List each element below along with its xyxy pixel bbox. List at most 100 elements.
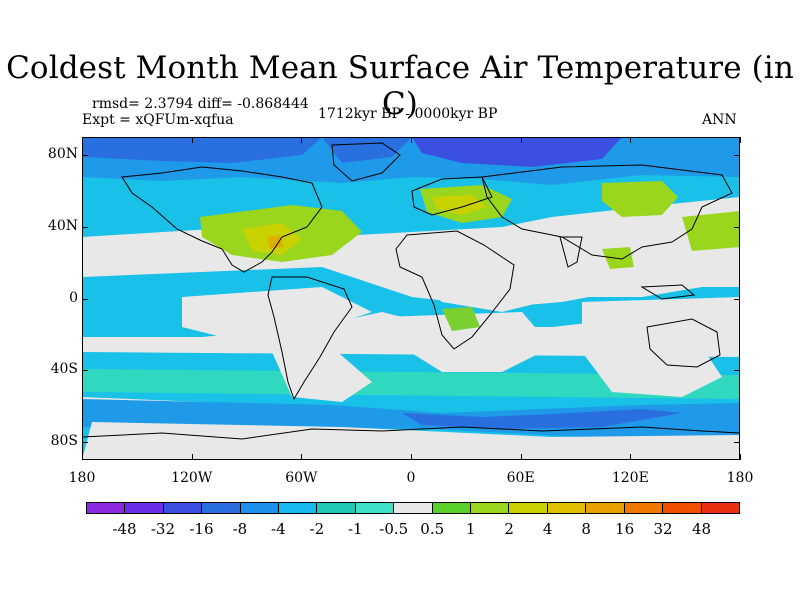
temperature-map — [82, 137, 740, 460]
anomaly-region — [682, 211, 740, 251]
colorbar-swatch — [240, 503, 280, 513]
season-text: ANN — [702, 112, 737, 128]
colorbar-swatch — [355, 503, 395, 513]
anomaly-region — [267, 235, 284, 249]
lon-label: 120E — [611, 470, 649, 486]
coastline — [121, 166, 323, 273]
lat-tick — [82, 442, 88, 444]
colorbar-label: 16 — [615, 520, 635, 538]
lon-tick — [411, 454, 412, 460]
colorbar-swatch — [701, 503, 739, 513]
lon-tick — [191, 454, 193, 460]
colorbar-label: -1 — [347, 520, 363, 538]
colorbar-label: 32 — [653, 520, 673, 538]
anomaly-region — [82, 422, 740, 460]
anomaly-region — [82, 369, 740, 399]
coastline — [395, 230, 515, 350]
lon-tick — [191, 137, 193, 143]
colorbar-label: -0.5 — [379, 520, 409, 538]
lat-label: 40N — [47, 217, 78, 234]
colorbar-swatch — [586, 503, 625, 513]
colorbar-label: -2 — [309, 520, 325, 538]
coastline — [646, 318, 721, 368]
lat-tick — [82, 154, 88, 156]
lat-tick — [82, 226, 88, 228]
lat-label: 40S — [50, 361, 78, 378]
lon-label: 60E — [506, 470, 535, 486]
lat-tick — [734, 442, 740, 444]
coastline — [267, 276, 353, 401]
lon-tick — [520, 454, 522, 460]
colorbar-label: -16 — [189, 520, 214, 538]
colorbar-label: 1 — [465, 520, 476, 538]
lon-tick — [630, 454, 632, 460]
anomaly-region — [82, 229, 232, 272]
lon-label: 60W — [285, 470, 318, 486]
colorbar-label: 8 — [581, 520, 591, 538]
anomaly-region — [272, 347, 372, 402]
colorbar-label: -8 — [232, 520, 248, 538]
anomaly-region — [402, 409, 682, 429]
colorbar-swatch — [87, 503, 126, 513]
stats-text: rmsd= 2.3794 diff= -0.868444 — [92, 96, 309, 112]
anomaly-region — [322, 137, 412, 163]
map-title: Coldest Month Mean Surface Air Temperatu… — [6, 50, 794, 122]
coastline — [559, 236, 583, 268]
period-text: 1712kyr BP - 0000kyr BP — [318, 106, 498, 122]
colorbar-label: -4 — [271, 520, 286, 538]
lon-label: 0 — [406, 470, 416, 486]
lon-tick — [82, 454, 83, 460]
coastline — [82, 426, 740, 440]
colorbar-swatch — [202, 503, 241, 513]
coastline — [411, 176, 493, 216]
colorbar-label: 2 — [504, 520, 514, 538]
anomaly-region — [182, 287, 372, 337]
lat-tick — [734, 226, 740, 228]
lon-label: 120W — [171, 470, 213, 486]
colorbar — [86, 502, 740, 514]
anomaly-region — [582, 347, 722, 397]
colorbar-swatch — [163, 503, 203, 513]
coastline — [481, 164, 733, 260]
lat-tick — [734, 370, 740, 372]
colorbar-swatch — [279, 503, 318, 513]
lat-label: 0 — [69, 289, 78, 306]
lon-label: 180 — [726, 470, 754, 486]
lon-tick — [411, 137, 412, 143]
colorbar-label: 4 — [542, 520, 553, 538]
experiment-text: Expt = xQFUm-xqfua — [82, 112, 234, 128]
lon-label: 180 — [68, 470, 96, 486]
colorbar-swatch — [509, 503, 548, 513]
colorbar-swatch — [471, 503, 510, 513]
lat-tick — [82, 298, 88, 300]
lon-tick — [740, 454, 741, 460]
anomaly-region — [382, 312, 552, 372]
colorbar-swatch — [432, 503, 472, 513]
coastlines — [82, 142, 740, 440]
colorbar-swatch — [125, 503, 164, 513]
anomaly-region — [82, 137, 322, 163]
lat-tick — [734, 298, 740, 300]
coastline — [331, 142, 401, 182]
map-canvas — [82, 137, 740, 460]
colorbar-swatch — [394, 503, 433, 513]
colorbar-swatch — [663, 503, 702, 513]
anomaly-region — [602, 181, 678, 217]
anomaly-region — [432, 195, 487, 215]
colorbar-label: -48 — [112, 520, 137, 538]
lon-tick — [630, 137, 632, 143]
colorbar-swatch — [547, 503, 587, 513]
lon-tick — [301, 137, 303, 143]
lat-tick — [734, 154, 740, 156]
coastline — [640, 284, 696, 300]
lon-tick — [82, 137, 83, 143]
lat-label: 80S — [50, 433, 78, 450]
anomaly-region — [442, 307, 480, 331]
anomaly-region — [412, 137, 622, 167]
colorbar-label: 48 — [691, 520, 712, 538]
colorbar-swatch — [624, 503, 664, 513]
colorbar-label: 0.5 — [420, 520, 445, 538]
lat-tick — [82, 370, 88, 372]
lon-tick — [740, 137, 741, 143]
anomaly-region — [582, 297, 740, 347]
